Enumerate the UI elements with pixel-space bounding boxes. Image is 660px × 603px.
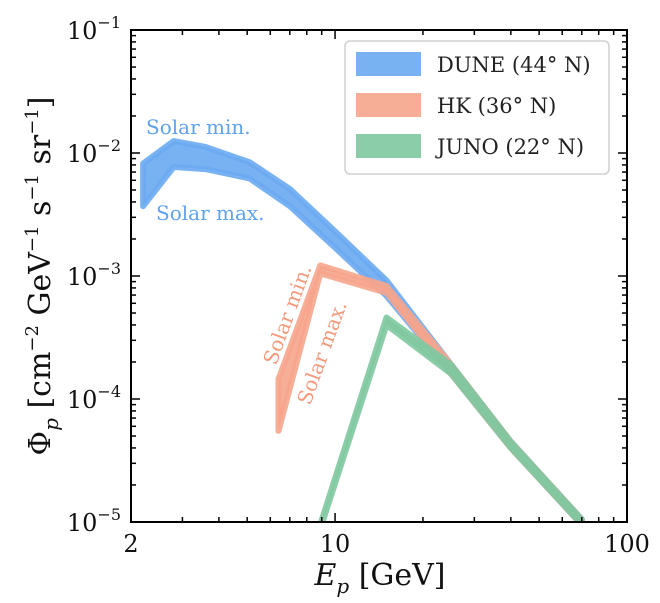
series-band-0 bbox=[140, 138, 585, 522]
y-tick-label: 10−2 bbox=[67, 136, 121, 168]
y-tick-exponent: −5 bbox=[97, 505, 121, 524]
y-tick-label: 10−4 bbox=[67, 382, 121, 414]
dune-solar-max-label: Solar max. bbox=[156, 201, 265, 225]
y-tick-exponent: −3 bbox=[97, 259, 121, 278]
y-tick-label: 10−5 bbox=[67, 505, 121, 537]
legend-label: JUNO (22° N) bbox=[435, 135, 584, 159]
y-axis-label: Φp [cm−2 GeV−1 s−1 sr−1] bbox=[22, 97, 63, 456]
y-tick-base: 10 bbox=[67, 509, 98, 537]
x-tick-label: 100 bbox=[604, 530, 650, 558]
svg-text:Φp [cm−2 GeV−1 s−1 sr−1]: Φp [cm−2 GeV−1 s−1 sr−1] bbox=[22, 97, 63, 456]
series-band-1 bbox=[275, 262, 585, 522]
dune-solar-min-label: Solar min. bbox=[146, 115, 251, 139]
x-tick-label: 10 bbox=[320, 530, 351, 558]
y-tick-exponent: −1 bbox=[97, 13, 121, 32]
legend-label: DUNE (44° N) bbox=[437, 53, 591, 77]
y-tick-base: 10 bbox=[67, 17, 98, 45]
legend-label: HK (36° N) bbox=[437, 94, 556, 118]
x-tick-label: 2 bbox=[123, 530, 138, 558]
legend-swatch bbox=[356, 134, 421, 158]
y-tick-label: 10−1 bbox=[67, 13, 121, 45]
series-layer bbox=[140, 138, 585, 522]
y-tick-base: 10 bbox=[67, 386, 98, 414]
x-axis-label: Ep [GeV] bbox=[313, 558, 445, 598]
series-band-2 bbox=[318, 314, 585, 522]
legend: DUNE (44° N) HK (36° N) JUNO (22° N) bbox=[344, 40, 610, 175]
y-tick-exponent: −4 bbox=[97, 382, 121, 401]
legend-swatch bbox=[356, 93, 421, 117]
y-tick-base: 10 bbox=[67, 263, 98, 291]
y-tick-exponent: −2 bbox=[97, 136, 121, 155]
svg-text:Ep [GeV]: Ep [GeV] bbox=[313, 558, 445, 598]
y-tick-base: 10 bbox=[67, 140, 98, 168]
legend-swatch bbox=[356, 52, 421, 76]
y-tick-label: 10−3 bbox=[67, 259, 121, 291]
ticks-layer bbox=[130, 29, 628, 523]
